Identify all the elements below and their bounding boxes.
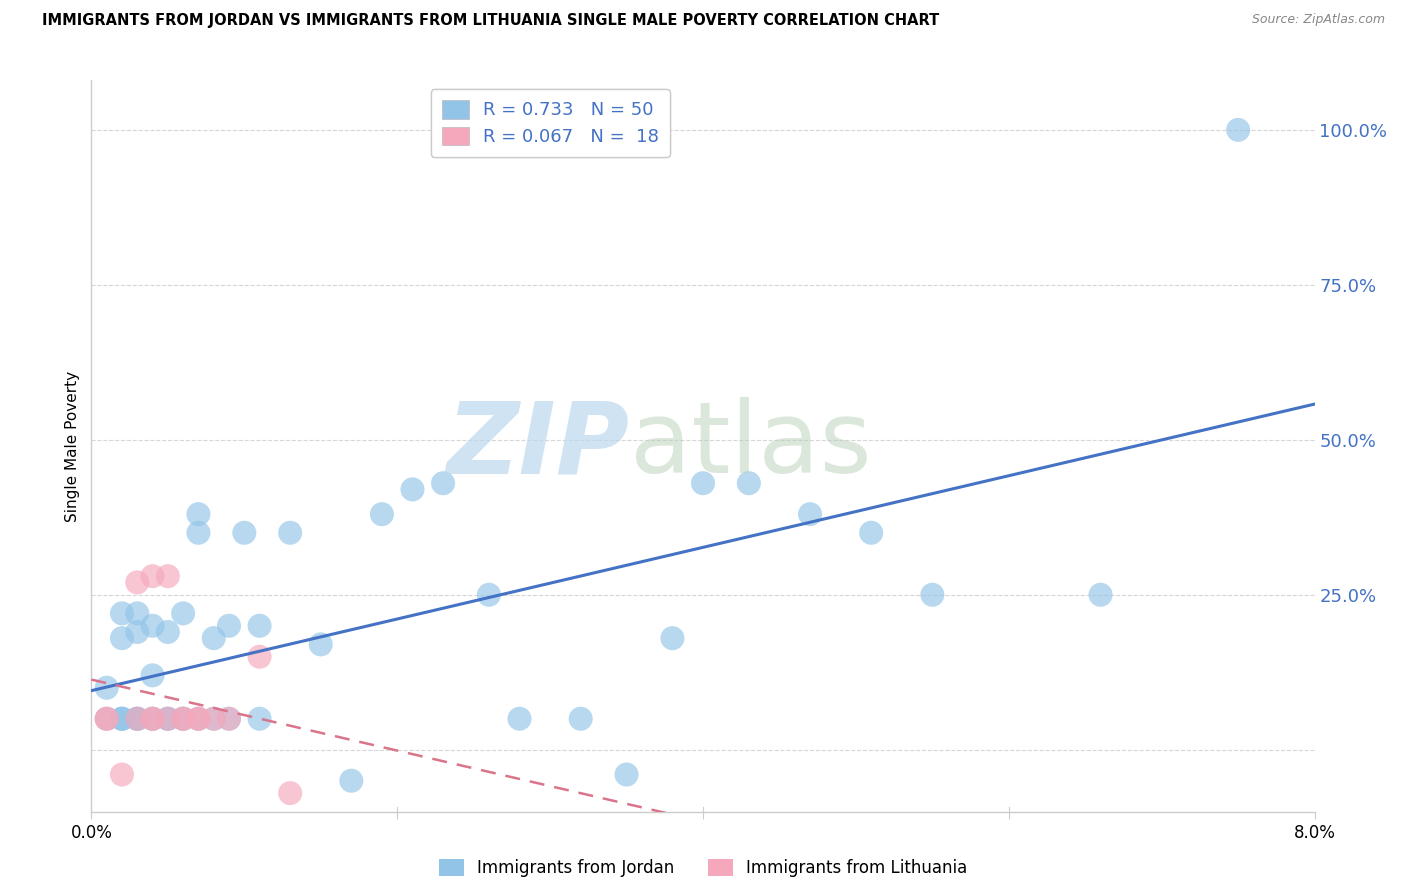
Point <box>172 712 194 726</box>
Point <box>172 712 194 726</box>
Point <box>96 681 118 695</box>
Point <box>278 525 301 540</box>
Point <box>278 786 301 800</box>
Point <box>661 631 683 645</box>
Point <box>111 607 134 621</box>
Point <box>127 575 149 590</box>
Point <box>111 712 134 726</box>
Point <box>187 712 209 726</box>
Point <box>921 588 943 602</box>
Y-axis label: Single Male Poverty: Single Male Poverty <box>65 370 80 522</box>
Point <box>187 525 209 540</box>
Point <box>156 712 179 726</box>
Point <box>249 619 271 633</box>
Point <box>156 712 179 726</box>
Point <box>340 773 363 788</box>
Point <box>127 712 149 726</box>
Point <box>127 607 149 621</box>
Point <box>1227 123 1250 137</box>
Point <box>249 712 271 726</box>
Point <box>141 712 163 726</box>
Point <box>371 507 394 521</box>
Point <box>187 712 209 726</box>
Legend: R = 0.733   N = 50, R = 0.067   N =  18: R = 0.733 N = 50, R = 0.067 N = 18 <box>430 89 669 157</box>
Point <box>127 712 149 726</box>
Point <box>569 712 592 726</box>
Point <box>187 712 209 726</box>
Point <box>202 631 225 645</box>
Point <box>172 712 194 726</box>
Point <box>141 569 163 583</box>
Point <box>111 712 134 726</box>
Text: IMMIGRANTS FROM JORDAN VS IMMIGRANTS FROM LITHUANIA SINGLE MALE POVERTY CORRELAT: IMMIGRANTS FROM JORDAN VS IMMIGRANTS FRO… <box>42 13 939 29</box>
Point <box>799 507 821 521</box>
Text: ZIP: ZIP <box>447 398 630 494</box>
Point <box>738 476 761 491</box>
Point <box>509 712 531 726</box>
Point <box>96 712 118 726</box>
Point <box>202 712 225 726</box>
Point <box>172 712 194 726</box>
Point <box>96 712 118 726</box>
Point <box>249 649 271 664</box>
Point <box>309 637 332 651</box>
Text: atlas: atlas <box>630 398 872 494</box>
Point <box>692 476 714 491</box>
Point <box>432 476 454 491</box>
Point <box>141 712 163 726</box>
Point <box>127 712 149 726</box>
Point <box>616 767 638 781</box>
Text: Source: ZipAtlas.com: Source: ZipAtlas.com <box>1251 13 1385 27</box>
Point <box>218 619 240 633</box>
Point <box>156 712 179 726</box>
Point <box>202 712 225 726</box>
Point <box>218 712 240 726</box>
Point <box>478 588 501 602</box>
Point <box>141 619 163 633</box>
Legend: Immigrants from Jordan, Immigrants from Lithuania: Immigrants from Jordan, Immigrants from … <box>432 852 974 884</box>
Point <box>156 624 179 639</box>
Point <box>111 767 134 781</box>
Point <box>401 483 423 497</box>
Point <box>172 607 194 621</box>
Point <box>141 668 163 682</box>
Point <box>860 525 883 540</box>
Point <box>1090 588 1112 602</box>
Point <box>127 624 149 639</box>
Point <box>141 712 163 726</box>
Point <box>111 712 134 726</box>
Point <box>187 507 209 521</box>
Point <box>141 712 163 726</box>
Point <box>127 712 149 726</box>
Point <box>111 631 134 645</box>
Point <box>156 569 179 583</box>
Point <box>233 525 256 540</box>
Point <box>218 712 240 726</box>
Point <box>96 712 118 726</box>
